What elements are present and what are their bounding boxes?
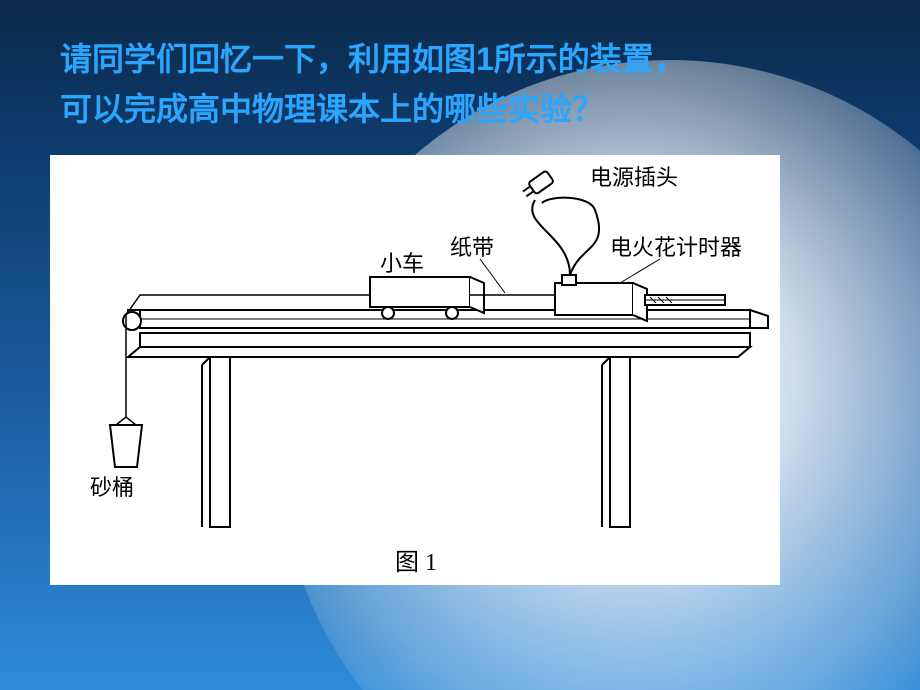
label-cart: 小车	[380, 251, 424, 276]
slide-title: 请同学们回忆一下，利用如图1所示的装置， 可以完成高中物理课本上的哪些实验？	[60, 35, 860, 134]
power-cord	[521, 170, 599, 275]
label-bucket: 砂桶	[90, 475, 134, 500]
label-plug: 电源插头	[590, 165, 678, 190]
title-line-2: 可以完成高中物理课本上的哪些实验？	[60, 91, 604, 127]
figure-caption: 图 1	[395, 550, 437, 576]
sand-bucket	[110, 417, 142, 467]
title-line-1: 请同学们回忆一下，利用如图1所示的装置，	[60, 41, 686, 77]
label-timer: 电火花计时器	[610, 235, 742, 260]
table	[128, 333, 750, 527]
leader-timer	[620, 259, 660, 283]
label-tape: 纸带	[450, 235, 494, 260]
slide: 请同学们回忆一下，利用如图1所示的装置， 可以完成高中物理课本上的哪些实验？	[0, 0, 920, 690]
physics-diagram: 电源插头 纸带 电火花计时器 小车 砂桶 图 1	[50, 155, 780, 585]
figure-1: 电源插头 纸带 电火花计时器 小车 砂桶 图 1	[50, 155, 780, 585]
